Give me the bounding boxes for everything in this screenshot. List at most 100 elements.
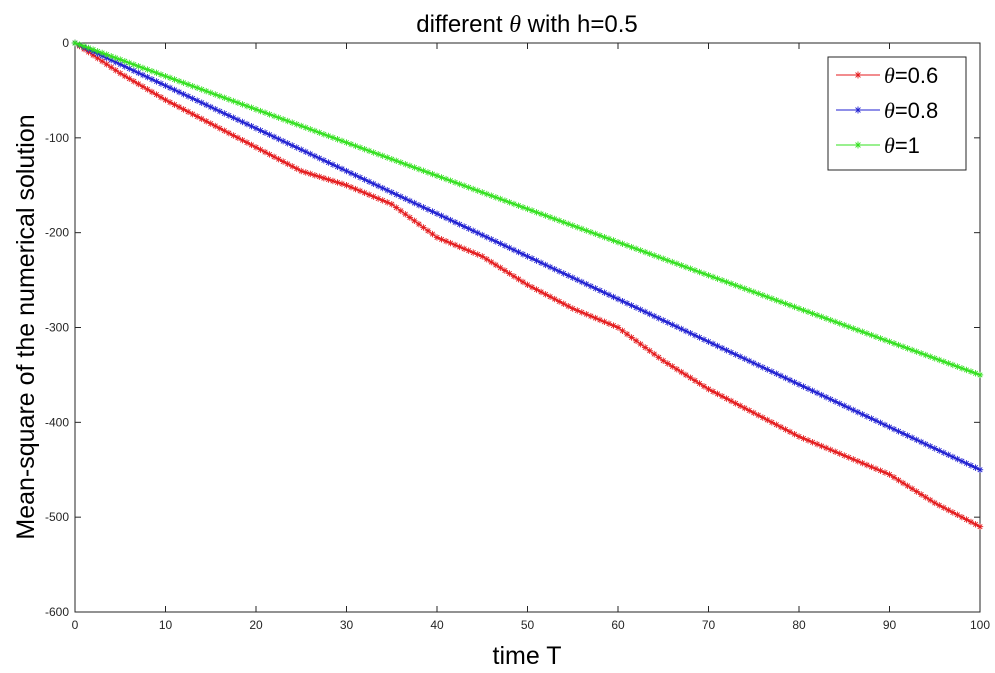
legend-item: θ=0.8 [836, 98, 938, 123]
x-tick-label: 50 [521, 618, 535, 632]
series-2 [71, 39, 984, 473]
data-point [868, 331, 875, 339]
data-point [193, 84, 201, 92]
data-point [492, 238, 500, 245]
data-point [488, 236, 495, 243]
x-tick-label: 60 [611, 618, 625, 632]
data-point [415, 220, 423, 228]
y-tick-label: -600 [45, 605, 69, 619]
legend-label: θ=1 [884, 133, 920, 158]
data-point [651, 350, 658, 358]
data-point [397, 207, 404, 215]
data-point [261, 148, 269, 156]
data-point [587, 283, 595, 290]
data-point [773, 421, 780, 428]
data-point [940, 504, 947, 511]
data-point [212, 122, 219, 130]
data-point [266, 151, 273, 158]
data-point [338, 165, 346, 173]
legend-swatch-marker [854, 141, 862, 149]
data-point [565, 302, 572, 310]
y-tick-label: -200 [45, 226, 69, 240]
x-tick-label: 40 [430, 618, 444, 632]
data-point [565, 220, 572, 228]
data-point [483, 256, 490, 263]
data-point [537, 288, 545, 296]
data-point [904, 345, 911, 352]
data-point [927, 496, 934, 504]
data-point [723, 395, 730, 402]
data-point [166, 99, 174, 106]
data-point [845, 323, 852, 330]
data-point [528, 283, 536, 291]
data-point [592, 285, 599, 292]
data-point [338, 180, 346, 188]
data-point [949, 453, 957, 461]
series-1 [71, 39, 984, 530]
data-point [510, 273, 518, 280]
data-point [329, 161, 337, 168]
data-point [121, 72, 128, 80]
data-point [189, 95, 196, 102]
data-point [895, 428, 902, 435]
legend-label: θ=0.6 [884, 63, 938, 88]
data-point [98, 58, 106, 65]
data-point [610, 293, 617, 301]
series-layer [71, 39, 984, 530]
data-point [791, 430, 798, 438]
data-point [135, 69, 142, 77]
data-point [243, 139, 251, 146]
data-point [239, 137, 246, 144]
data-point [782, 426, 789, 433]
data-point [320, 157, 328, 164]
legend-swatch-marker [854, 71, 862, 79]
chart-title: different θ with h=0.5 [416, 11, 638, 38]
data-point [393, 204, 400, 211]
data-point [709, 388, 717, 395]
data-point [705, 385, 712, 393]
data-point [438, 212, 445, 220]
data-point [605, 291, 613, 298]
data-point [732, 400, 739, 407]
data-point [976, 523, 984, 530]
data-point [298, 167, 305, 175]
data-point [424, 227, 432, 234]
data-point [488, 258, 495, 266]
data-point [922, 494, 929, 501]
legend: θ=0.6 θ=0.8 θ=1 [827, 56, 967, 171]
data-point [917, 491, 925, 498]
data-point [759, 414, 766, 421]
data-point [216, 125, 223, 132]
data-point [922, 351, 929, 359]
data-point [818, 391, 825, 399]
axis-ticks: 0 10 20 30 40 50 60 70 80 90 100 0 -100 -200 -300 -400 -… [45, 36, 990, 632]
data-point [153, 91, 160, 98]
data-point [605, 235, 613, 243]
data-point [890, 474, 898, 481]
data-point [614, 295, 622, 303]
data-point [352, 142, 359, 150]
data-point [913, 436, 920, 444]
data-point [519, 251, 527, 258]
data-point [225, 112, 233, 119]
data-point [542, 291, 549, 298]
data-point [574, 276, 581, 284]
data-point [646, 347, 653, 354]
data-point [329, 177, 337, 185]
legend-item: θ=1 [836, 133, 920, 158]
data-point [411, 199, 418, 207]
data-point [203, 118, 210, 125]
data-point [130, 67, 138, 74]
data-point [515, 248, 522, 256]
data-point [687, 265, 694, 272]
data-point [501, 267, 509, 274]
data-point [492, 261, 500, 269]
data-point [759, 292, 766, 299]
data-point [112, 67, 119, 74]
data-point [732, 351, 739, 358]
x-tick-label: 0 [72, 618, 79, 632]
data-point [225, 129, 233, 137]
data-point [334, 179, 341, 186]
data-point [126, 75, 133, 82]
